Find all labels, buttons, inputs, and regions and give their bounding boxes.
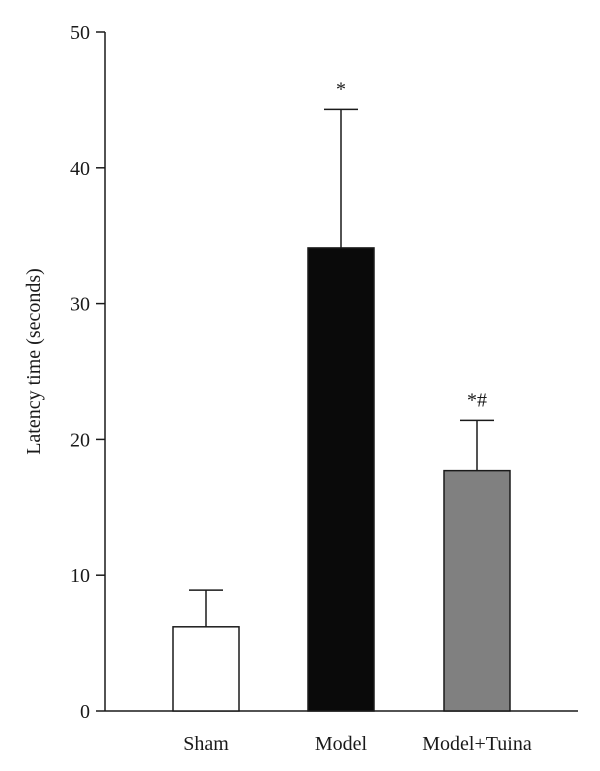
y-axis-title: Latency time (seconds) (23, 268, 45, 455)
bar-model-tuina (443, 469, 511, 712)
significance-mark-2: *# (467, 389, 487, 411)
y-tick-label-30: 30 (70, 294, 90, 316)
bar-sham (172, 626, 240, 712)
y-tick-label-50: 50 (70, 22, 90, 44)
y-ticks: 0 10 20 30 40 50 (70, 22, 105, 723)
x-tick-label-0: Sham (183, 733, 229, 755)
y-tick-label-40: 40 (70, 158, 90, 180)
x-tick-label-1: Model (315, 733, 368, 755)
y-tick-label-0: 0 (80, 701, 90, 723)
significance-annotations: * *# (336, 78, 487, 411)
error-bars (189, 108, 494, 627)
bar-model (307, 247, 375, 712)
y-tick-label-20: 20 (70, 429, 90, 451)
y-tick-label-10: 10 (70, 565, 90, 587)
significance-mark-1: * (336, 78, 346, 100)
bars (172, 247, 511, 712)
x-tick-labels: Sham Model Model+Tuina (183, 733, 532, 755)
x-tick-label-2: Model+Tuina (422, 733, 532, 755)
